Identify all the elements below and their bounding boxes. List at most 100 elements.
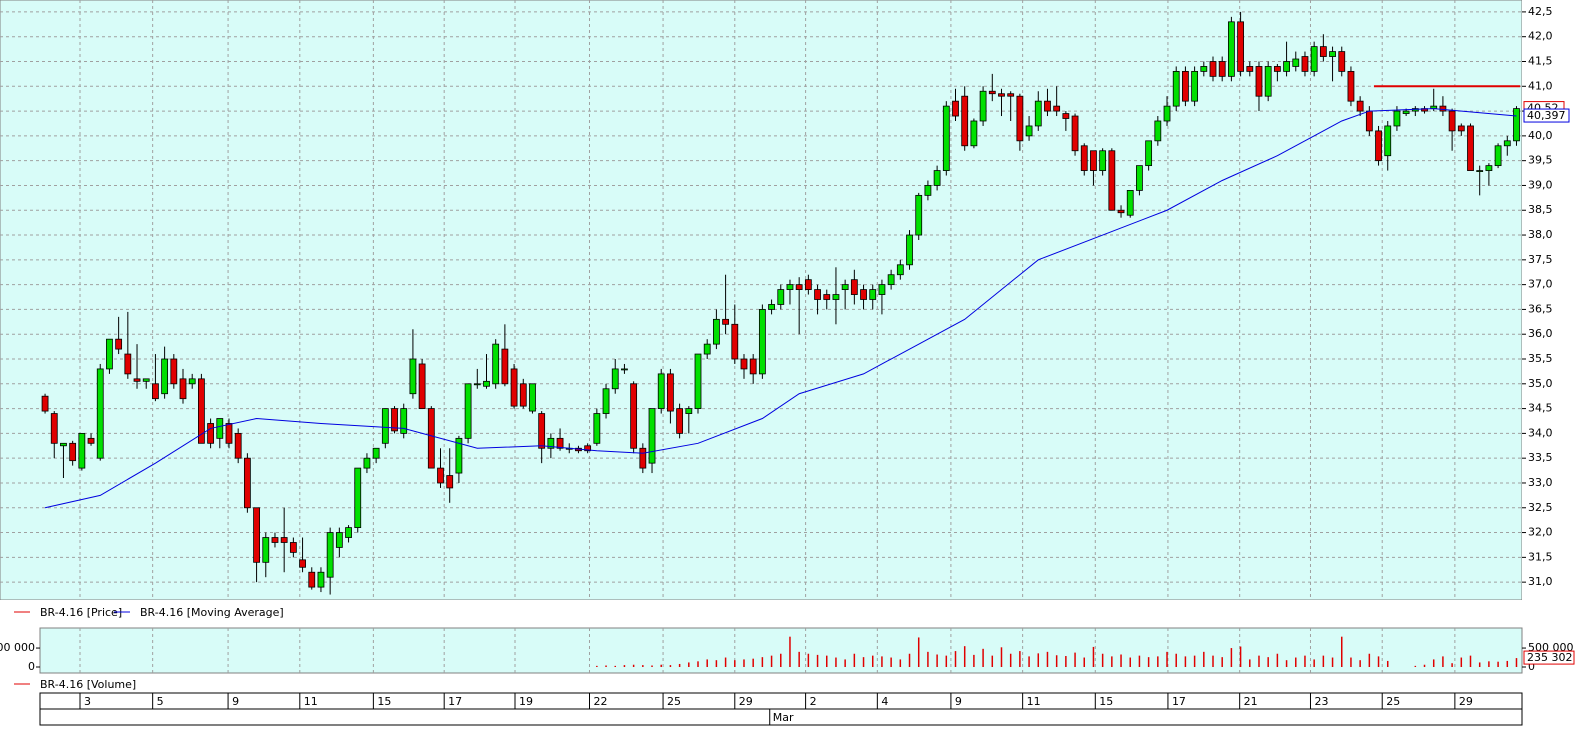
x-tick-label: 19 [519,695,533,708]
x-tick-label: 11 [1027,695,1041,708]
candle-body [437,467,444,484]
candle-body [924,185,932,196]
y-tick-label: 35,0 [1528,377,1553,390]
candle-body [1273,66,1281,72]
candle-body [1393,110,1401,127]
candle-body [952,100,959,117]
price-axis [1522,0,1575,600]
candle-body [1172,71,1180,107]
candle-body [243,457,251,509]
candle-body [1071,115,1079,152]
candle-body [961,95,969,147]
y-tick-label: 39,0 [1528,178,1553,191]
candle-body [1108,150,1116,211]
candle-body [519,383,527,407]
candle-body [1264,66,1272,97]
candle-body [593,413,601,444]
candle-body [712,318,720,345]
candle-body [768,304,775,310]
candle-body [832,294,840,300]
x-tick-label: 5 [157,695,164,708]
candle-body [299,559,306,568]
candle-body [1485,165,1493,171]
candle-body [308,571,316,588]
candle-body [685,408,693,414]
candle-body [1145,140,1153,167]
candle-body [473,383,481,386]
candle-body [998,93,1005,97]
candle-body [1292,58,1300,67]
ma-tag [1523,108,1570,123]
y-tick-label: 31,5 [1528,550,1553,563]
candle-body [703,343,711,355]
candle-body [1467,125,1474,171]
y-tick-label: 36,5 [1528,302,1553,315]
price-legend-bar [0,600,1575,625]
x-tick-label: 17 [448,695,462,708]
candle-body [1182,71,1189,102]
x-tick-label: 29 [739,695,753,708]
candle-body [1053,105,1061,112]
candle-body [207,423,214,444]
volume-tag [1523,650,1575,665]
moving-average-line [44,108,1517,509]
y-tick-label: 39,5 [1528,154,1553,167]
candle-body [372,447,380,459]
y-tick-label: 34,5 [1528,402,1553,415]
candle-body [96,368,104,459]
x-tick-label: 9 [955,695,962,708]
x-tick-label: 15 [1099,695,1113,708]
candle-body [970,120,978,147]
candle-body [1310,46,1318,72]
candle-body [1319,46,1327,57]
candle-body [1044,100,1051,112]
candle-body [1329,51,1336,57]
y-tick-label: 38,0 [1528,228,1553,241]
candle-body [1457,125,1465,132]
y-tick-label: 36,0 [1528,327,1553,340]
candle-body [391,408,398,432]
candle-body [335,532,343,548]
candle-body [271,537,279,543]
x-tick-label: 2 [810,695,817,708]
y-tick-label: 37,0 [1528,278,1553,291]
candle-body [740,358,748,370]
candle-body [556,437,564,449]
candle-body [106,338,113,370]
candle-body [1080,145,1088,171]
candle-body [1191,71,1199,102]
y-tick-label: 33,5 [1528,451,1553,464]
candle-body [547,437,555,449]
candle-body [1099,150,1107,171]
month-label: Mar [773,711,794,724]
candle-body [694,353,702,409]
candle-body [1163,105,1171,122]
candle-body [630,383,638,449]
candle-body [850,279,858,295]
candle-body [639,447,647,469]
y-tick-label: 42,0 [1528,30,1553,43]
candle-body [161,358,169,395]
volume-tag-label: 235 302 [1527,651,1573,664]
candle-body [915,194,923,236]
candle-body [1513,108,1520,142]
candle-body [1255,66,1263,97]
candle-body [50,413,58,444]
legend-entry: BR-4.16 [Moving Average] [140,606,284,619]
candle-body [1062,113,1070,119]
candle-body [648,408,656,464]
candle-body [869,289,877,300]
y-tick-label: 34,0 [1528,426,1553,439]
candle-body [906,234,913,266]
candle-body [1090,150,1097,171]
candle-body [253,507,260,563]
candle-body [1034,100,1042,127]
y-tick-label: 41,0 [1528,79,1553,92]
candle-body [262,537,270,563]
candle-body [841,284,849,290]
candle-body [464,383,472,439]
candle-body [933,170,941,186]
candle-body [289,542,297,553]
candle-body [280,537,288,543]
candle-body [179,378,187,400]
